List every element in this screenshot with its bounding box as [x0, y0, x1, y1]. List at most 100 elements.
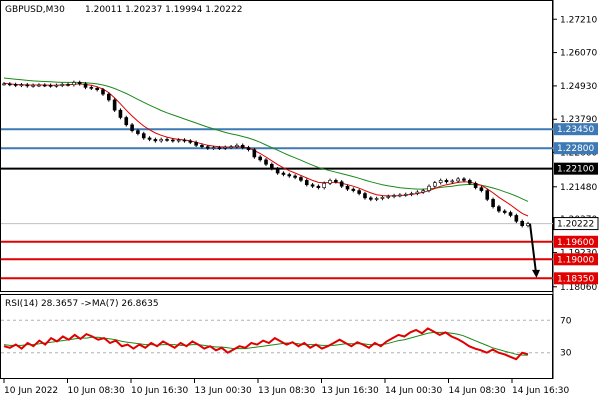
candle-body	[182, 139, 187, 142]
candle-body	[462, 178, 466, 181]
candle-body	[485, 190, 490, 200]
candle-body	[299, 177, 303, 181]
candle-body	[83, 83, 88, 88]
candle-body	[444, 180, 449, 183]
arrow-head	[532, 269, 540, 278]
time-tick-label: 10 Jun 2022	[4, 386, 58, 396]
candle-body	[357, 190, 361, 194]
candle-body	[107, 93, 111, 101]
price-tick-label: 1.24930	[560, 82, 597, 92]
candle-body	[275, 168, 280, 174]
candle-body	[316, 185, 321, 188]
candle-body	[368, 197, 373, 200]
candle-body	[77, 82, 82, 85]
candle-body	[304, 180, 309, 186]
level-tags: 1.23450 1.22800 1.22100 1.19600 1.19000 1.183…	[553, 123, 599, 285]
candle-body	[334, 180, 338, 183]
candle-body	[258, 156, 262, 161]
candle-body	[456, 178, 460, 182]
candle-body	[438, 180, 443, 183]
candle-body	[287, 174, 292, 177]
time-tick-label: 14 Jun 00:30	[385, 386, 442, 396]
price-tick-label: 1.27210	[560, 15, 597, 25]
candle-body	[264, 159, 268, 165]
candle-body	[223, 147, 228, 149]
time-tick-label: 14 Jun 08:30	[449, 386, 506, 396]
candle-body	[339, 181, 344, 187]
current-price-label: 1.20222	[557, 220, 594, 230]
candle-body	[310, 184, 315, 187]
price-tick-label: 1.18060	[560, 283, 597, 293]
candle-body	[205, 146, 210, 149]
level-tag	[554, 123, 598, 136]
level-tag	[554, 253, 598, 266]
time-tick-label: 10 Jun 08:30	[68, 386, 125, 396]
candle-body	[200, 144, 204, 148]
ma-slow-line	[3, 77, 529, 202]
price-tick-label: 1.26070	[560, 49, 597, 59]
candle-body	[433, 182, 437, 187]
candle-body	[415, 191, 420, 194]
time-tick-label: 14 Jun 16:30	[512, 386, 569, 396]
candle-body	[473, 182, 478, 188]
candle-body	[171, 139, 175, 142]
candle-body	[89, 87, 94, 89]
price-panel	[0, 0, 553, 292]
candle-body	[118, 109, 123, 118]
candles	[2, 80, 530, 228]
candle-body	[194, 142, 198, 146]
candle-body	[37, 84, 41, 87]
candle-body	[136, 130, 140, 134]
candle-body	[235, 144, 239, 148]
candle-body	[293, 175, 297, 178]
candle-body	[101, 89, 105, 95]
arrow-shaft	[529, 223, 537, 273]
candle-body	[450, 180, 455, 183]
ma-fast-line	[3, 82, 529, 217]
down-arrow-icon	[529, 223, 540, 278]
candle-body	[467, 180, 472, 184]
candle-body	[497, 206, 501, 212]
candle-body	[112, 99, 117, 111]
candle-body	[392, 195, 396, 197]
rsi-tick-label: 30	[560, 349, 572, 359]
candle-body	[479, 187, 484, 191]
level-tag-label: 1.19600	[557, 238, 594, 248]
candle-body	[380, 197, 385, 199]
candle-body	[42, 84, 47, 87]
candle-body	[147, 137, 152, 140]
candle-body	[240, 144, 245, 148]
candle-body	[328, 180, 332, 184]
price-tick-label: 1.21480	[560, 183, 597, 193]
rsi-ma-line	[3, 331, 528, 356]
rsi-tick-label: 70	[560, 316, 572, 326]
rsi-indicator: 70 30	[1, 316, 572, 361]
candle-body	[54, 85, 59, 87]
candle-body	[188, 140, 193, 143]
candle-body	[246, 147, 251, 150]
rsi-label: RSI(14) 28.3657 ->MA(7) 26.8635	[5, 299, 159, 309]
candle-body	[153, 139, 158, 142]
level-tag	[554, 162, 598, 175]
candle-body	[165, 139, 169, 141]
candle-body	[176, 139, 181, 142]
time-tick-label: 13 Jun 08:30	[258, 386, 315, 396]
current-price-tag	[553, 217, 599, 231]
level-tag	[554, 235, 598, 248]
level-tag-label: 1.19000	[557, 255, 594, 265]
candle-body	[345, 185, 350, 190]
level-tag-label: 1.23450	[557, 125, 594, 135]
price-tick-label: 1.23790	[560, 115, 597, 125]
candle-body	[322, 182, 327, 188]
rsi-line	[3, 327, 529, 361]
level-tag-label: 1.22100	[557, 165, 594, 175]
candle-body	[386, 196, 391, 198]
candle-body	[19, 84, 24, 87]
candle-body	[252, 149, 257, 158]
candle-body	[281, 172, 286, 175]
candle-body	[211, 147, 216, 149]
candle-body	[31, 85, 35, 87]
candle-body	[217, 147, 222, 149]
ohlc-label: 1.20011 1.20237 1.19994 1.20222	[85, 5, 242, 15]
time-tick-label: 13 Jun 16:30	[322, 386, 379, 396]
